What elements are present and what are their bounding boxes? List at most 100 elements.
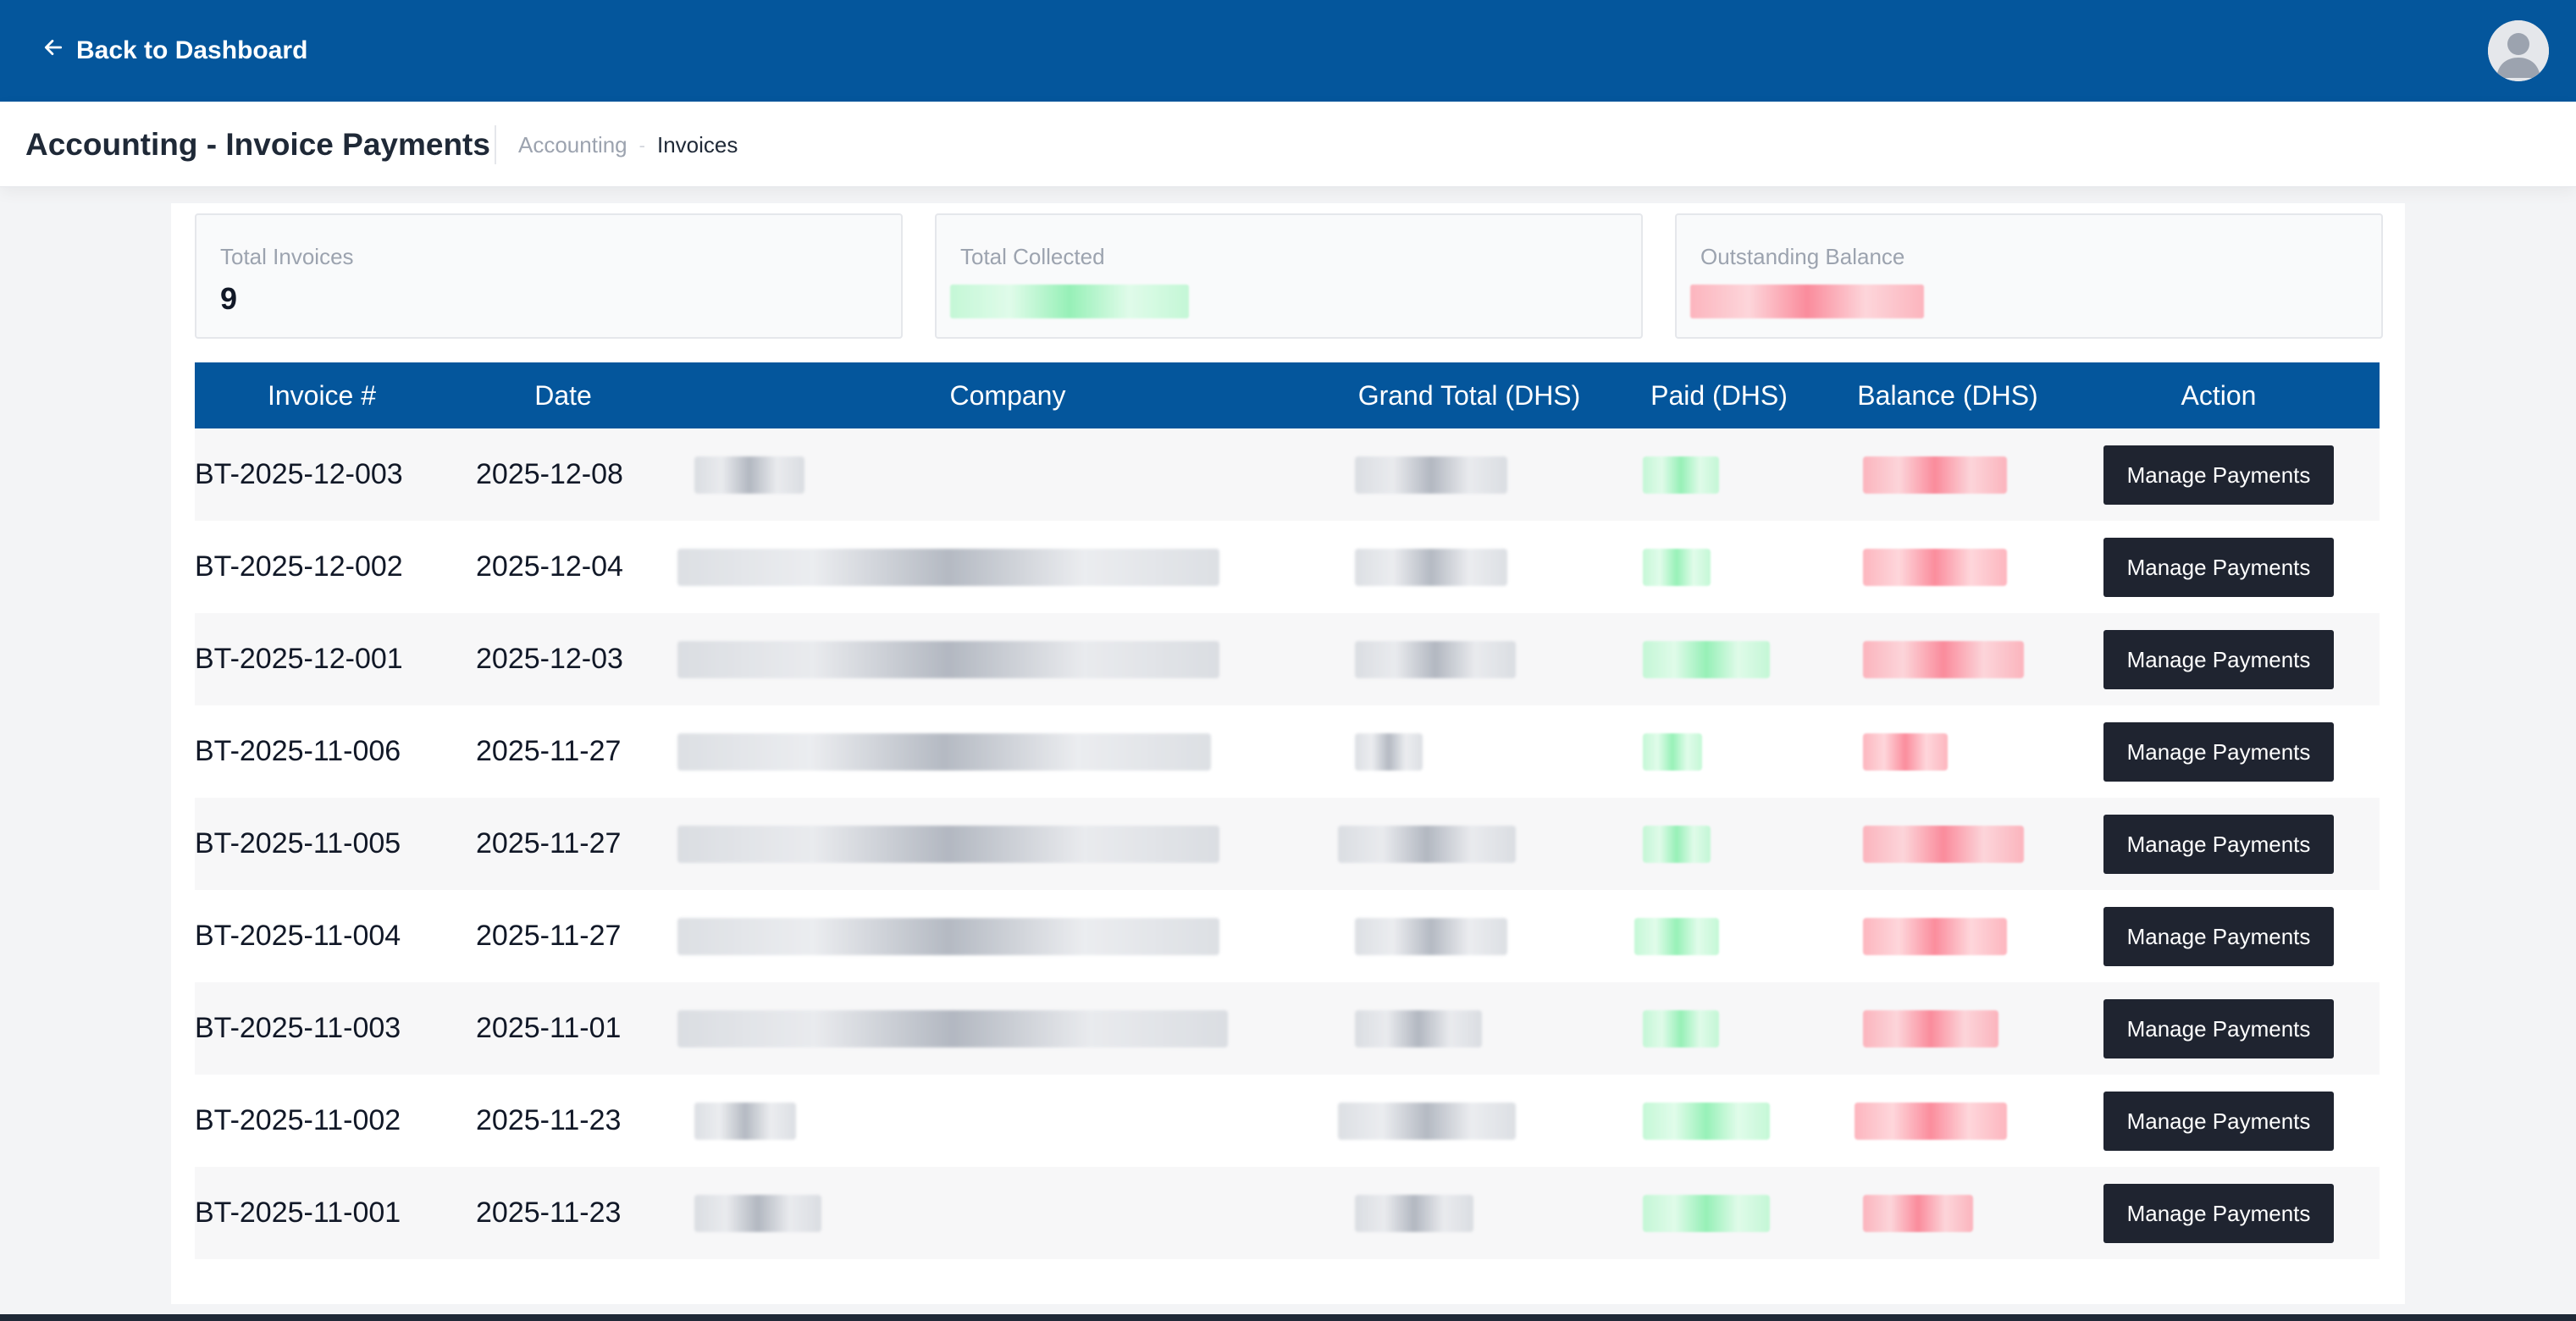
paid-cell <box>1600 1075 1838 1167</box>
redacted-paid <box>1643 825 1711 863</box>
action-cell: Manage Payments <box>2058 1075 2380 1167</box>
company-cell <box>677 1075 1338 1167</box>
column-header: Invoice # <box>267 379 377 411</box>
manage-payments-button[interactable]: Manage Payments <box>2103 629 2335 689</box>
balance-cell <box>1838 521 2058 613</box>
invoice-date: 2025-12-04 <box>476 550 623 583</box>
invoices-table: Invoice # Date Company Grand Total (DHS)… <box>195 362 2380 1259</box>
paid-cell <box>1600 521 1838 613</box>
stat-value: 9 <box>220 281 238 316</box>
table-row: BT-2025-11-005 2025-11-27 Manage Payment… <box>195 798 2380 890</box>
manage-payments-button[interactable]: Manage Payments <box>2103 1091 2335 1151</box>
column-header: Paid (DHS) <box>1650 379 1788 411</box>
redacted-balance <box>1863 825 2024 863</box>
page-header: Accounting - Invoice Payments Accounting… <box>0 102 2576 187</box>
redacted-grand-total <box>1355 456 1507 494</box>
action-cell: Manage Payments <box>2058 890 2380 982</box>
redacted-balance <box>1855 1102 2007 1140</box>
invoice-date: 2025-12-08 <box>476 458 623 490</box>
grand-total-cell <box>1338 521 1600 613</box>
redacted-paid <box>1643 1194 1770 1232</box>
paid-cell <box>1600 613 1838 705</box>
table-row: BT-2025-11-003 2025-11-01 Manage Payment… <box>195 982 2380 1075</box>
invoice-date: 2025-11-01 <box>476 1012 622 1044</box>
balance-cell <box>1838 428 2058 521</box>
redacted-balance <box>1863 917 2007 955</box>
company-cell <box>677 613 1338 705</box>
breadcrumb-item-accounting[interactable]: Accounting <box>518 132 627 158</box>
company-cell <box>677 982 1338 1075</box>
redacted-grand-total <box>1355 1009 1482 1047</box>
table-body: BT-2025-12-003 2025-12-08 Manage Payment… <box>195 428 2380 1259</box>
redacted-balance <box>1863 548 2007 586</box>
manage-payments-button[interactable]: Manage Payments <box>2103 906 2335 966</box>
invoice-number: BT-2025-11-002 <box>195 1104 401 1136</box>
action-cell: Manage Payments <box>2058 428 2380 521</box>
paid-cell <box>1600 705 1838 798</box>
balance-cell <box>1838 613 2058 705</box>
paid-cell <box>1600 1167 1838 1259</box>
column-header: Company <box>949 379 1066 411</box>
action-cell: Manage Payments <box>2058 798 2380 890</box>
invoice-number: BT-2025-11-004 <box>195 920 401 952</box>
stat-card-outstanding-balance: Outstanding Balance <box>1675 213 2383 339</box>
manage-payments-button[interactable]: Manage Payments <box>2103 721 2335 782</box>
redacted-balance <box>1863 732 1948 771</box>
column-header: Action <box>2181 379 2257 411</box>
grand-total-cell <box>1338 798 1600 890</box>
redacted-company <box>677 1009 1228 1047</box>
invoice-number: BT-2025-11-001 <box>195 1197 401 1229</box>
redacted-company <box>677 732 1211 771</box>
redacted-grand-total <box>1355 640 1516 678</box>
stat-label: Outstanding Balance <box>1700 244 1905 269</box>
grand-total-cell <box>1338 1167 1600 1259</box>
invoice-number: BT-2025-12-002 <box>195 550 403 583</box>
invoice-number: BT-2025-12-001 <box>195 643 403 675</box>
grand-total-cell <box>1338 613 1600 705</box>
action-cell: Manage Payments <box>2058 982 2380 1075</box>
back-to-dashboard-link[interactable]: Back to Dashboard <box>42 30 307 71</box>
company-cell <box>677 1167 1338 1259</box>
company-cell <box>677 705 1338 798</box>
invoice-date: 2025-11-23 <box>476 1104 622 1136</box>
stat-label: Total Collected <box>960 244 1105 269</box>
manage-payments-button[interactable]: Manage Payments <box>2103 445 2335 505</box>
breadcrumb-separator: - <box>638 134 645 156</box>
stat-card-total-invoices: Total Invoices 9 <box>195 213 903 339</box>
redacted-value <box>950 285 1189 318</box>
redacted-grand-total <box>1338 825 1516 863</box>
redacted-paid <box>1643 732 1702 771</box>
table-row: BT-2025-12-001 2025-12-03 Manage Payment… <box>195 613 2380 705</box>
invoice-date: 2025-12-03 <box>476 643 623 675</box>
manage-payments-button[interactable]: Manage Payments <box>2103 1183 2335 1243</box>
company-cell <box>677 798 1338 890</box>
manage-payments-button[interactable]: Manage Payments <box>2103 998 2335 1058</box>
redacted-company <box>694 1194 821 1232</box>
balance-cell <box>1838 798 2058 890</box>
redacted-grand-total <box>1355 732 1423 771</box>
redacted-paid <box>1643 1009 1719 1047</box>
table-row: BT-2025-12-002 2025-12-04 Manage Payment… <box>195 521 2380 613</box>
balance-cell <box>1838 982 2058 1075</box>
balance-cell <box>1838 1167 2058 1259</box>
redacted-paid <box>1643 1102 1770 1140</box>
invoice-number: BT-2025-11-003 <box>195 1012 401 1044</box>
redacted-paid <box>1643 640 1770 678</box>
back-label: Back to Dashboard <box>76 36 308 64</box>
column-header: Date <box>534 379 592 411</box>
paid-cell <box>1600 798 1838 890</box>
redacted-value <box>1690 285 1924 318</box>
redacted-paid <box>1634 917 1719 955</box>
redacted-paid <box>1643 456 1719 494</box>
manage-payments-button[interactable]: Manage Payments <box>2103 814 2335 874</box>
manage-payments-button[interactable]: Manage Payments <box>2103 537 2335 597</box>
user-avatar-icon[interactable] <box>2488 20 2549 81</box>
table-row: BT-2025-11-006 2025-11-27 Manage Payment… <box>195 705 2380 798</box>
paid-cell <box>1600 982 1838 1075</box>
redacted-company <box>694 1102 796 1140</box>
paid-cell <box>1600 428 1838 521</box>
breadcrumb-item-invoices: Invoices <box>656 132 738 158</box>
redacted-balance <box>1863 640 2024 678</box>
header-divider <box>495 125 496 164</box>
balance-cell <box>1838 705 2058 798</box>
